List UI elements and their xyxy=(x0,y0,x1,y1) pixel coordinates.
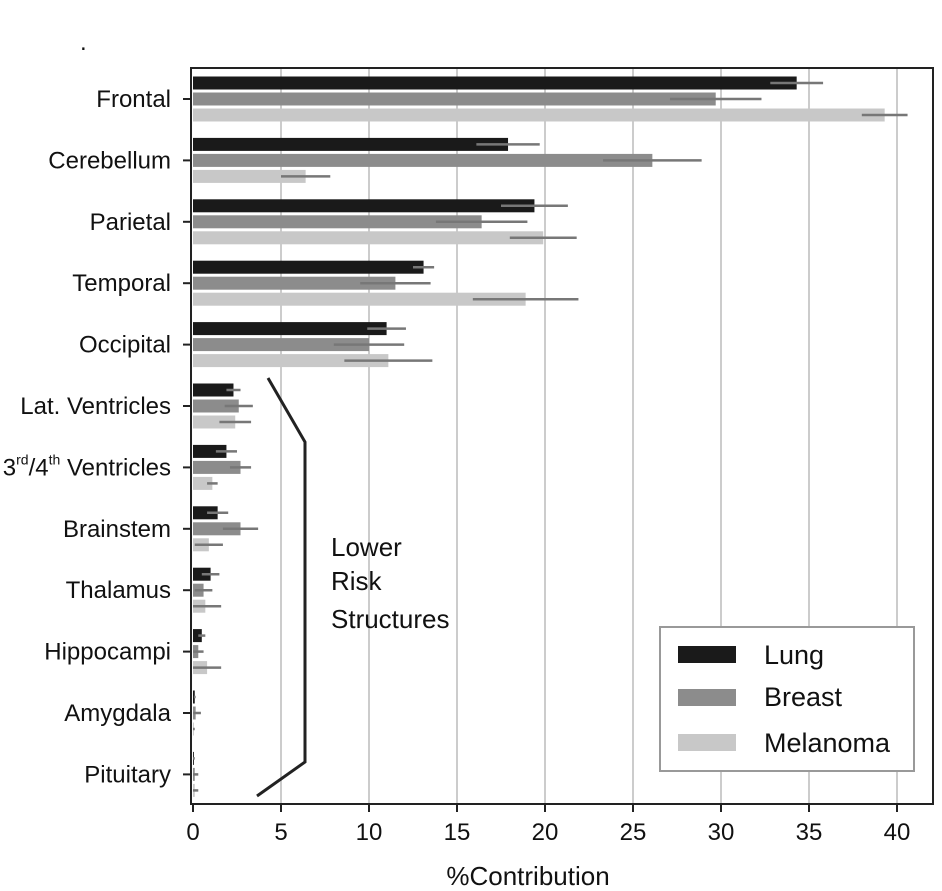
bar-breast xyxy=(193,338,369,352)
bar-breast xyxy=(193,92,716,106)
bar-breast xyxy=(193,215,482,229)
bar-breast xyxy=(193,460,241,474)
x-tick-label-15: 15 xyxy=(444,819,471,846)
bar-lung xyxy=(193,506,218,520)
legend: Lung Breast Melanoma xyxy=(659,626,915,772)
bar-melanoma xyxy=(193,415,236,429)
bar-lung xyxy=(193,76,797,90)
bar-lung xyxy=(193,322,387,336)
bar-melanoma xyxy=(193,169,306,183)
lower-risk-bracket xyxy=(256,377,307,798)
legend-swatch-melanoma xyxy=(678,734,736,751)
bar-lung xyxy=(193,199,535,213)
x-tick-label-20: 20 xyxy=(532,819,559,846)
bars-group xyxy=(193,76,885,797)
bar-lung xyxy=(193,137,509,151)
error-bars-group xyxy=(193,81,908,792)
y-tick-label: Frontal xyxy=(96,86,171,113)
x-tick-label-35: 35 xyxy=(796,819,823,846)
y-tick-label: Lat. Ventricles xyxy=(20,393,171,420)
lower-risk-annotation: Lower Risk Structures xyxy=(331,532,450,634)
legend-label-breast: Breast xyxy=(764,682,843,712)
x-tick-label-10: 10 xyxy=(356,819,383,846)
bar-breast xyxy=(193,522,241,536)
y-tick-label: Cerebellum xyxy=(48,147,171,174)
x-tick-label-40: 40 xyxy=(884,819,911,846)
x-tick-label-0: 0 xyxy=(186,819,199,846)
legend-swatch-lung xyxy=(678,646,736,663)
y-tick-label: 3rd/4th Ventricles xyxy=(3,451,171,481)
bar-breast xyxy=(193,153,653,167)
bar-lung xyxy=(193,383,234,397)
y-tick-label: Occipital xyxy=(79,332,171,359)
corner-marker: . xyxy=(80,29,87,56)
plot-frame xyxy=(190,67,934,805)
x-tick-label-5: 5 xyxy=(274,819,287,846)
bar-lung xyxy=(193,444,227,458)
annotation-line-2: Risk xyxy=(331,566,383,596)
bar-lung xyxy=(193,260,424,274)
y-tick-label: Parietal xyxy=(90,209,171,236)
bar-breast xyxy=(193,399,239,413)
legend-label-melanoma: Melanoma xyxy=(764,728,891,758)
bar-lung xyxy=(193,629,202,643)
y-tick-label: Amygdala xyxy=(64,700,171,727)
bar-melanoma xyxy=(193,354,389,368)
y-tick-label: Hippocampi xyxy=(44,639,171,666)
x-tick-label-25: 25 xyxy=(620,819,647,846)
bar-melanoma xyxy=(193,108,885,122)
bar-melanoma xyxy=(193,292,526,306)
legend-swatch-breast xyxy=(678,689,736,706)
y-axis-ticks: Frontal Cerebellum Parietal Temporal Occipit… xyxy=(3,86,191,788)
y-tick-label: Temporal xyxy=(72,270,171,297)
x-axis-title: %Contribution xyxy=(446,861,609,891)
legend-label-lung: Lung xyxy=(764,640,824,670)
x-tick-label-30: 30 xyxy=(708,819,735,846)
y-tick-label: Brainstem xyxy=(63,516,171,543)
bar-breast xyxy=(193,276,396,290)
annotation-line-3: Structures xyxy=(331,604,450,634)
annotation-line-1: Lower xyxy=(331,532,402,562)
y-tick-label: Pituitary xyxy=(84,761,171,788)
bar-melanoma xyxy=(193,476,213,490)
y-tick-label: Thalamus xyxy=(66,577,171,604)
bar-melanoma xyxy=(193,231,544,245)
x-axis-ticks: 0 5 10 15 20 25 30 35 40 xyxy=(186,804,910,846)
